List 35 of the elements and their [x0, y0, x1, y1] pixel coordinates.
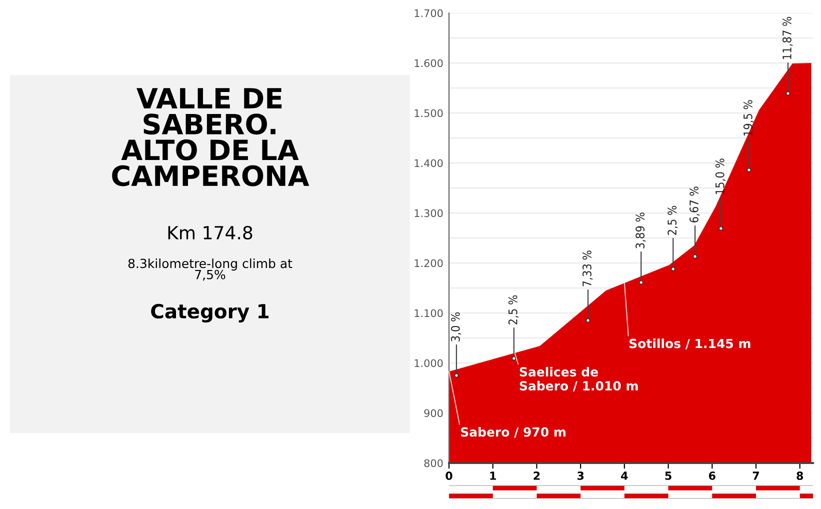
annotation: 2,5 %	[668, 206, 678, 235]
y-tick-label: 1.200	[414, 259, 443, 268]
text: Km 174.8	[168, 226, 252, 240]
annotation: 2,5 %	[508, 295, 519, 324]
x-tick-label: 1	[490, 472, 496, 480]
y-tick-label: 1.400	[414, 159, 443, 168]
annotation: 11,87 %	[782, 16, 793, 60]
x-tick-label: 6	[708, 472, 716, 480]
x-tick-label: 8	[796, 472, 804, 480]
annotation: Sabero / 970 m	[461, 427, 566, 438]
y-tick-label: 1.600	[414, 59, 443, 68]
y-tick-label: 900	[424, 409, 443, 418]
x-tick-label: 3	[577, 472, 584, 480]
y-tick-label: 1.500	[414, 109, 443, 118]
annotation: 6,67 %	[690, 186, 700, 222]
annotation: 3,0 %	[450, 312, 462, 342]
x-tick-label: 7	[752, 472, 759, 480]
text: 8.3kilometre-long climb at 7,5%	[128, 258, 292, 281]
text: VALLE DE SABERO. ALTO DE LA CAMPERONA	[112, 88, 310, 186]
y-tick-label: 1.000	[414, 359, 443, 368]
x-tick-label: 0	[446, 472, 452, 480]
y-tick-label: 800	[424, 459, 443, 468]
y-tick-label: 1.100	[414, 309, 443, 318]
annotation: 3,89 %	[636, 212, 646, 248]
x-tick-label: 5	[665, 472, 672, 480]
x-tick-label: 4	[621, 472, 628, 480]
annotation: 15,0 %	[715, 158, 726, 194]
annotation: Saelices de Sabero / 1.010 m	[520, 366, 638, 392]
annotation: 7,33 %	[582, 250, 593, 286]
annotation: 19,5 %	[743, 100, 754, 136]
y-tick-label: 1.300	[414, 209, 443, 218]
annotation: Sotillos / 1.145 m	[629, 338, 750, 350]
y-tick-label: 1.700	[414, 9, 443, 18]
x-tick-label: 2	[534, 472, 540, 480]
text: Category 1	[151, 304, 269, 322]
